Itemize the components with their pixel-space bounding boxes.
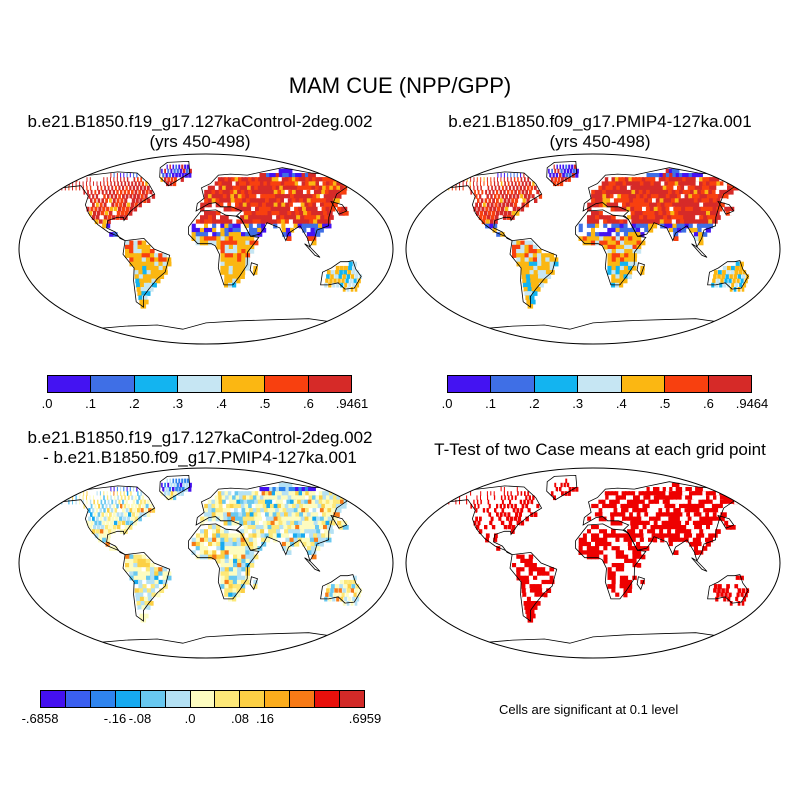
colorbar-tick-label: .08	[230, 711, 250, 726]
colorbar-tick-label: .1	[85, 396, 96, 411]
colorbar-tick-label: .6	[303, 396, 314, 411]
colorbar-tick-label: -.6858	[21, 711, 59, 726]
panel-title-bottom-right: T-Test of two Case means at each grid po…	[400, 440, 800, 460]
panel-title-top-right: b.e21.B1850.f09_g17.PMIP4-127ka.001 (yrs…	[400, 112, 800, 152]
colorbar-tick-label: .9461	[335, 396, 369, 411]
colorbar-cue-control	[47, 375, 352, 393]
colorbar-swatch	[115, 691, 141, 707]
colorbar-swatch	[665, 376, 709, 392]
colorbar-swatch	[491, 376, 535, 392]
panel-title-line2: - b.e21.B1850.f09_g17.PMIP4-127ka.001	[43, 448, 357, 467]
colorbar-swatch	[134, 376, 179, 392]
colorbar-swatch	[315, 691, 341, 707]
colorbar-tick-label: -.16	[103, 711, 127, 726]
panel-title-line1: b.e21.B1850.f19_g17.127kaControl-2deg.00…	[27, 428, 373, 447]
colorbar-swatch	[140, 691, 166, 707]
colorbar-swatch	[215, 691, 241, 707]
colorbar-swatch	[340, 691, 364, 707]
colorbar-swatch	[221, 376, 266, 392]
panel-title-line1: T-Test of two Case means at each grid po…	[434, 440, 766, 459]
map-ttest-significance	[405, 467, 781, 659]
map-cue-difference	[18, 467, 394, 659]
colorbar-tick-label: .16	[255, 711, 275, 726]
colorbar-swatch	[91, 376, 135, 392]
colorbar-tick-label: .0	[184, 711, 196, 726]
colorbar-swatch	[240, 691, 266, 707]
colorbar-swatch	[290, 691, 316, 707]
colorbar-tick-label: .9464	[735, 396, 769, 411]
colorbar-swatch	[265, 691, 291, 707]
panel-title-line2: (yrs 450-498)	[149, 132, 251, 151]
panel-title-line2: (yrs 450-498)	[549, 132, 651, 151]
colorbar-swatch	[308, 376, 351, 392]
colorbar-swatch	[178, 376, 222, 392]
colorbar-tick-label: .5	[259, 396, 271, 411]
colorbar-tick-label: .4	[615, 396, 627, 411]
colorbar-swatch	[48, 376, 92, 392]
colorbar-tick-label: .0	[441, 396, 453, 411]
colorbar-cue-pmip4	[447, 375, 752, 393]
colorbar-swatch	[65, 691, 91, 707]
colorbar-swatch	[165, 691, 191, 707]
colorbar-tick-label: .0	[41, 396, 53, 411]
colorbar-swatch	[448, 376, 492, 392]
figure-title: MAM CUE (NPP/GPP)	[288, 73, 512, 98]
colorbar-tick-label: .6959	[348, 711, 382, 726]
map-cue-control	[18, 153, 394, 345]
significance-note: Cells are significant at 0.1 level	[499, 702, 679, 717]
colorbar-tick-label: .6	[703, 396, 714, 411]
colorbar-tick-label: .5	[659, 396, 671, 411]
panel-title-line1: b.e21.B1850.f19_g17.127kaControl-2deg.00…	[27, 112, 373, 131]
colorbar-tick-label: .1	[485, 396, 496, 411]
colorbar-swatch	[265, 376, 309, 392]
colorbar-swatch	[90, 691, 116, 707]
colorbar-swatch	[190, 691, 216, 707]
colorbar-tick-label: .2	[128, 396, 140, 411]
map-cue-pmip4	[405, 153, 781, 345]
colorbar-swatch	[708, 376, 751, 392]
colorbar-swatch	[534, 376, 579, 392]
colorbar-tick-label: .4	[215, 396, 227, 411]
panel-title-top-left: b.e21.B1850.f19_g17.127kaControl-2deg.00…	[0, 112, 400, 152]
colorbar-difference	[40, 690, 365, 708]
colorbar-swatch	[41, 691, 66, 707]
panel-title-bottom-left: b.e21.B1850.f19_g17.127kaControl-2deg.00…	[0, 428, 400, 468]
panel-title-line1: b.e21.B1850.f09_g17.PMIP4-127ka.001	[448, 112, 752, 131]
colorbar-tick-label: -.08	[128, 711, 152, 726]
colorbar-tick-label: .2	[528, 396, 540, 411]
colorbar-swatch	[621, 376, 666, 392]
colorbar-swatch	[578, 376, 622, 392]
colorbar-tick-label: .3	[572, 396, 584, 411]
colorbar-tick-label: .3	[172, 396, 184, 411]
